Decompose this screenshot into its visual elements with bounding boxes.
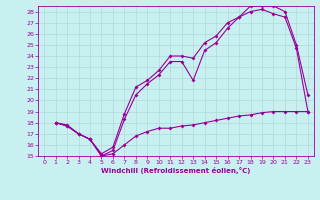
X-axis label: Windchill (Refroidissement éolien,°C): Windchill (Refroidissement éolien,°C) — [101, 167, 251, 174]
